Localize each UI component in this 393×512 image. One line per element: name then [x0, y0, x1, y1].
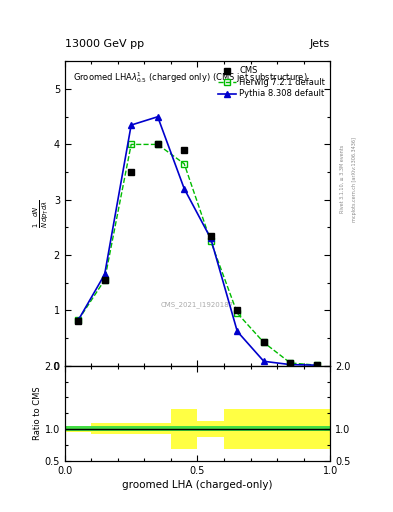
Line: CMS: CMS — [75, 142, 320, 368]
Herwig 7.2.1 default — [76, 317, 81, 324]
Legend: CMS, Herwig 7.2.1 default, Pythia 8.308 default: CMS, Herwig 7.2.1 default, Pythia 8.308 … — [214, 63, 329, 102]
Line: Pythia 8.308 default: Pythia 8.308 default — [75, 114, 320, 368]
CMS — [314, 362, 319, 368]
Pythia 8.308 default — [182, 186, 187, 192]
Pythia 8.308 default — [76, 317, 81, 324]
Pythia 8.308 default — [314, 362, 319, 368]
Pythia 8.308 default — [129, 122, 134, 128]
CMS — [288, 360, 293, 366]
CMS — [129, 169, 134, 175]
Y-axis label: Ratio to CMS: Ratio to CMS — [33, 387, 42, 440]
Y-axis label: $\frac{1}{N}\frac{dN}{dp_T d\lambda}$: $\frac{1}{N}\frac{dN}{dp_T d\lambda}$ — [31, 199, 51, 228]
Pythia 8.308 default — [155, 114, 160, 120]
Text: Rivet 3.1.10, ≥ 3.3M events: Rivet 3.1.10, ≥ 3.3M events — [340, 145, 345, 214]
Text: 13000 GeV pp: 13000 GeV pp — [65, 38, 144, 49]
CMS — [155, 141, 160, 147]
X-axis label: groomed LHA (charged-only): groomed LHA (charged-only) — [122, 480, 273, 490]
Herwig 7.2.1 default — [208, 238, 213, 244]
Herwig 7.2.1 default — [129, 141, 134, 147]
Text: mcplots.cern.ch [arXiv:1306.3436]: mcplots.cern.ch [arXiv:1306.3436] — [352, 137, 357, 222]
CMS — [208, 232, 213, 239]
Pythia 8.308 default — [235, 328, 240, 334]
Herwig 7.2.1 default — [261, 339, 266, 346]
Herwig 7.2.1 default — [155, 141, 160, 147]
Line: Herwig 7.2.1 default: Herwig 7.2.1 default — [75, 142, 320, 368]
CMS — [76, 318, 81, 325]
CMS — [182, 147, 187, 153]
Herwig 7.2.1 default — [235, 310, 240, 316]
CMS — [261, 339, 266, 346]
Herwig 7.2.1 default — [182, 161, 187, 167]
Pythia 8.308 default — [288, 361, 293, 368]
CMS — [235, 307, 240, 313]
Pythia 8.308 default — [261, 358, 266, 365]
Herwig 7.2.1 default — [102, 277, 107, 283]
Text: CMS_2021_I1920187: CMS_2021_I1920187 — [161, 302, 234, 308]
Herwig 7.2.1 default — [314, 362, 319, 368]
Text: Groomed LHA$\lambda^{1}_{0.5}$ (charged only) (CMS jet substructure): Groomed LHA$\lambda^{1}_{0.5}$ (charged … — [73, 71, 307, 86]
CMS — [102, 277, 107, 283]
Herwig 7.2.1 default — [288, 360, 293, 366]
Pythia 8.308 default — [102, 271, 107, 278]
Text: Jets: Jets — [310, 38, 330, 49]
Pythia 8.308 default — [208, 236, 213, 242]
